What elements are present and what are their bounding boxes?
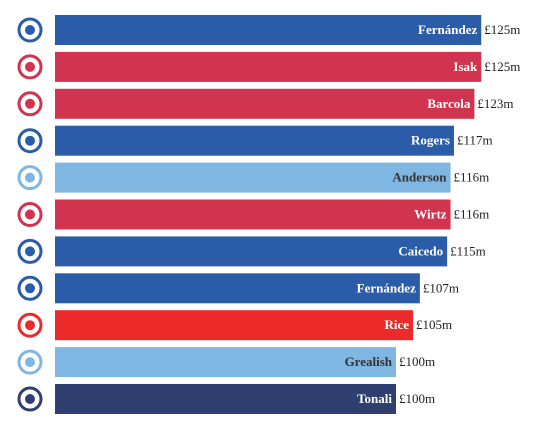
player-name: Isak [453, 59, 478, 74]
player-name: Rogers [411, 133, 450, 148]
club-logo-inner [25, 25, 35, 35]
value-label: £125m [484, 22, 520, 37]
club-logo-inner [25, 394, 35, 404]
club-logo-inner [25, 98, 35, 109]
bar [55, 15, 482, 45]
club-logo-inner [25, 135, 35, 146]
player-name: Grealish [345, 354, 393, 369]
value-label: £107m [423, 280, 459, 295]
bar [55, 347, 396, 378]
club-logo-inner [25, 246, 35, 257]
player-name: Fernández [357, 280, 416, 295]
bar [55, 273, 420, 304]
value-label: £117m [457, 133, 493, 148]
player-name: Anderson [392, 170, 447, 185]
bar [55, 88, 475, 119]
bar [55, 125, 454, 156]
value-label: £116m [454, 206, 490, 221]
club-logo-inner [25, 209, 35, 220]
player-name: Caicedo [398, 243, 443, 258]
bar [55, 236, 448, 267]
bar [55, 162, 451, 193]
player-name: Rice [385, 317, 410, 332]
value-label: £115m [450, 243, 486, 258]
value-label: £100m [399, 354, 435, 369]
bar [55, 384, 396, 414]
club-logo-inner [25, 357, 35, 368]
player-name: Fernández [418, 22, 477, 37]
bar [55, 310, 414, 341]
club-logo-inner [25, 320, 35, 331]
value-label: £116m [454, 170, 490, 185]
club-logo-inner [25, 172, 35, 183]
value-label: £105m [416, 317, 452, 332]
bar [55, 199, 451, 230]
club-logo-inner [25, 61, 35, 72]
value-label: £100m [399, 391, 435, 406]
value-label: £123m [477, 96, 513, 111]
player-name: Wirtz [414, 206, 446, 221]
club-logo-inner [25, 283, 35, 294]
bar [55, 51, 482, 82]
player-name: Tonali [357, 391, 392, 406]
player-name: Barcola [427, 96, 471, 111]
value-label: £125m [484, 59, 520, 74]
